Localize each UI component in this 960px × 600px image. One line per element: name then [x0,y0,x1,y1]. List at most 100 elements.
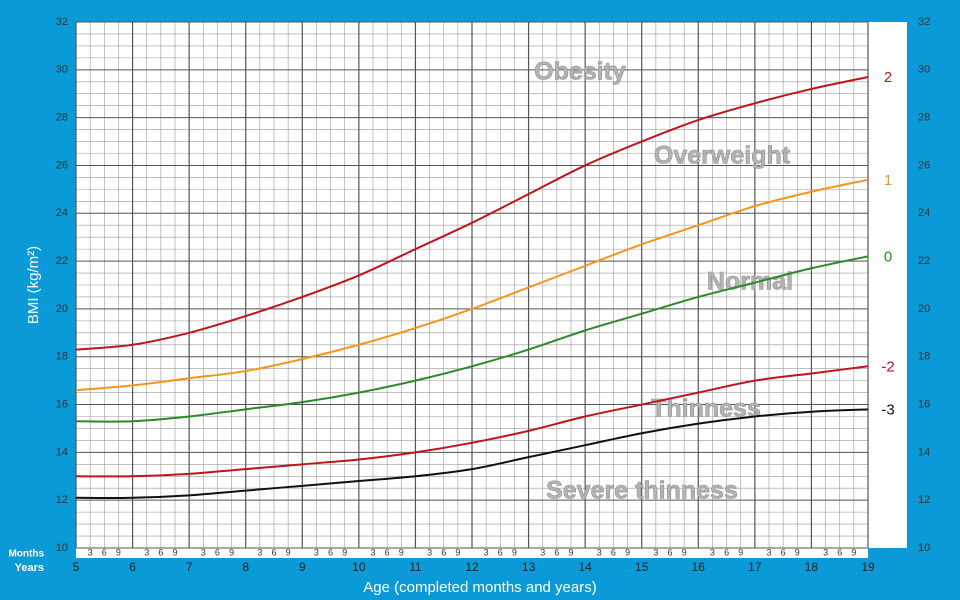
grid [75,21,869,549]
y-tick-label-right: 12 [918,494,930,506]
x-tick-label: 7 [186,560,193,574]
series-label: -3 [881,401,894,418]
x-tick-label: 8 [242,560,249,574]
month-tick-label: 6 [611,547,616,557]
x-tick-label: 16 [692,560,706,574]
x-tick-label: 14 [578,560,592,574]
month-tick-label: 3 [823,547,828,557]
series-line [75,365,869,478]
month-tick-label: 6 [328,547,333,557]
x-tick-label: 15 [635,560,649,574]
y-tick-label-right: 14 [918,446,930,458]
y-tick-label: 32 [56,16,68,28]
month-tick-label: 9 [851,547,856,557]
month-tick-label: 3 [88,547,93,557]
month-tick-label: 3 [484,547,489,557]
y-tick-label: 28 [56,112,68,124]
month-tick-label: 3 [201,547,206,557]
month-tick-label: 9 [286,547,291,557]
y-tick-label-right: 28 [918,112,930,124]
x-tick-label: 19 [861,560,875,574]
x-tick-label: 11 [409,560,422,574]
month-tick-label: 9 [399,547,404,557]
month-strip [76,548,868,558]
y-tick-label-right: 22 [918,255,930,267]
x-tick-label: 6 [129,560,136,574]
month-tick-label: 9 [512,547,517,557]
x-tick-label: 10 [352,560,366,574]
month-tick-label: 6 [667,547,672,557]
series-label: 1 [884,172,892,189]
series-label: 0 [884,248,892,265]
series-line [75,76,869,351]
zone-label: Overweight [654,142,791,170]
y-tick-label: 16 [56,398,68,410]
month-tick-label: 6 [498,547,503,557]
month-tick-label: 3 [710,547,715,557]
series-line [75,178,869,392]
y-tick-label: 12 [56,494,68,506]
months-label: Months [8,549,44,560]
month-tick-label: 9 [682,547,687,557]
month-tick-label: 3 [370,547,375,557]
month-tick-label: 6 [215,547,220,557]
y-tick-label: 10 [56,542,68,554]
month-tick-label: 9 [342,547,347,557]
month-tick-label: 9 [116,547,121,557]
month-tick-label: 9 [568,547,573,557]
x-tick-label: 18 [805,560,819,574]
month-tick-label: 9 [738,547,743,557]
x-axis-label: Age (completed months and years) [363,579,596,596]
month-tick-label: 6 [271,547,276,557]
y-tick-label-right: 16 [918,398,930,410]
y-tick-label: 20 [56,303,68,315]
y-tick-label: 26 [56,159,68,171]
month-tick-label: 6 [441,547,446,557]
series-line [75,255,869,423]
x-tick-label: 5 [73,560,80,574]
y-tick-label-right: 32 [918,16,930,28]
x-tick-label: 13 [522,560,536,574]
y-tick-label: 18 [56,351,68,363]
y-tick-label-right: 26 [918,159,930,171]
y-tick-label: 24 [56,207,68,219]
zone-label: Obesity [534,58,626,86]
zone-label: Severe thinness [546,477,738,505]
y-tick-label: 30 [56,64,68,76]
month-tick-label: 9 [172,547,177,557]
y-tick-label-right: 20 [918,303,930,315]
y-tick-label-right: 18 [918,351,930,363]
month-tick-label: 3 [540,547,545,557]
y-tick-label: 22 [56,255,68,267]
month-tick-label: 6 [385,547,390,557]
month-tick-label: 6 [724,547,729,557]
month-tick-label: 3 [653,547,658,557]
y-tick-label-right: 24 [918,207,930,219]
month-tick-label: 6 [837,547,842,557]
series-line [75,408,869,499]
x-tick-label: 9 [299,560,306,574]
month-tick-label: 6 [781,547,786,557]
month-tick-label: 9 [625,547,630,557]
y-axis-label: BMI (kg/m²) [25,246,42,324]
x-tick-label: 17 [748,560,762,574]
y-tick-label-right: 10 [918,542,930,554]
month-tick-label: 6 [554,547,559,557]
month-tick-label: 6 [158,547,163,557]
month-tick-label: 6 [102,547,107,557]
x-tick-label: 12 [465,560,479,574]
month-tick-label: 3 [257,547,262,557]
month-tick-label: 3 [314,547,319,557]
years-label: Years [15,562,44,574]
series-label: -2 [881,358,894,375]
month-tick-label: 3 [427,547,432,557]
month-tick-label: 3 [766,547,771,557]
month-tick-label: 9 [795,547,800,557]
month-tick-label: 3 [144,547,149,557]
y-tick-label-right: 30 [918,64,930,76]
month-tick-label: 9 [229,547,234,557]
month-tick-label: 9 [455,547,460,557]
series-label: 2 [884,69,892,86]
